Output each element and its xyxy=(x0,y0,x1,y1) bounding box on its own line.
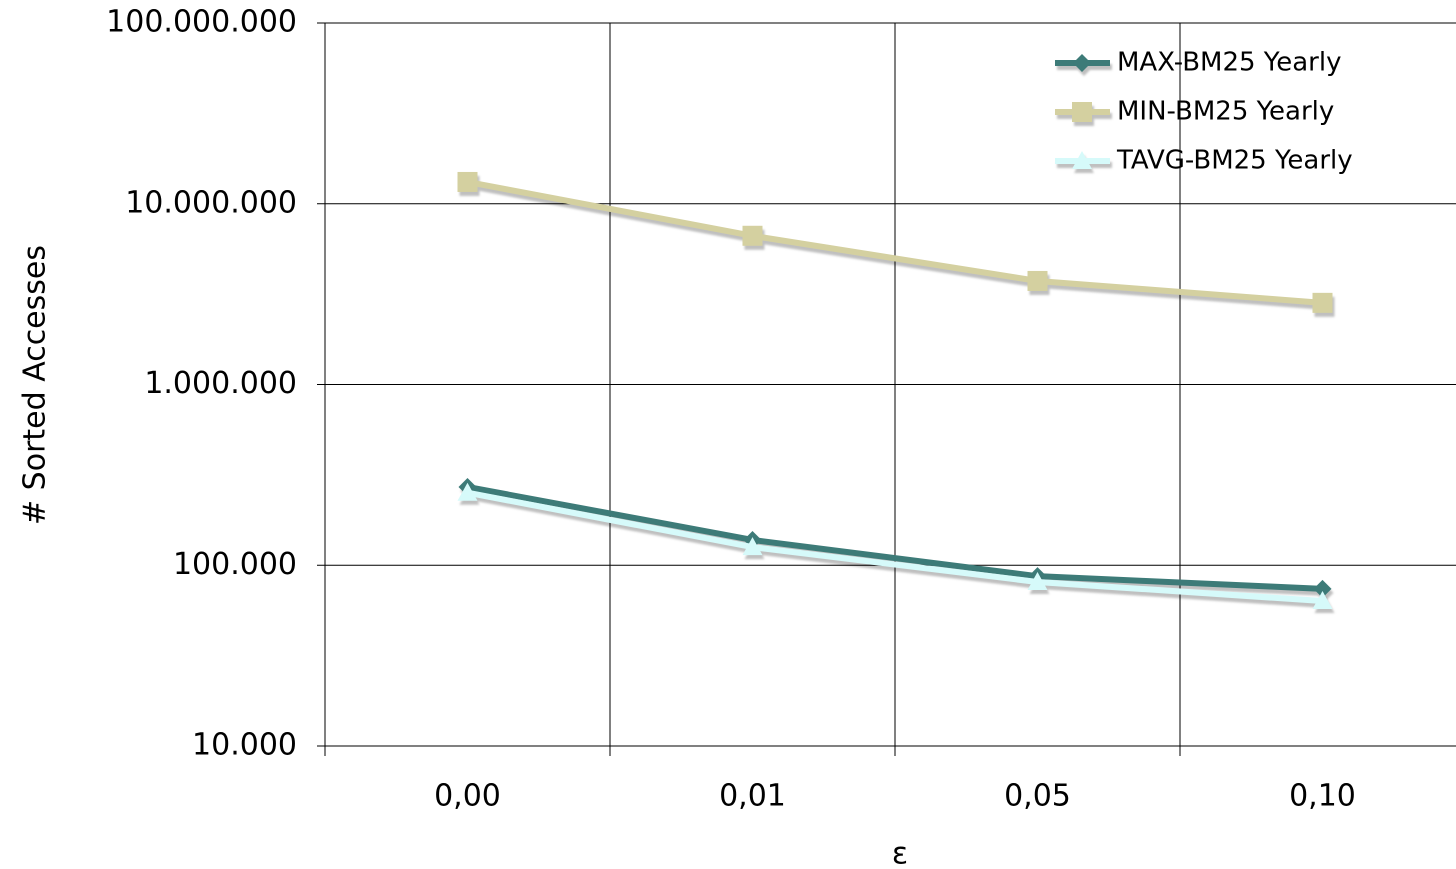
legend-item xyxy=(1055,102,1110,122)
y-axis-title: # Sorted Accesses xyxy=(18,245,53,525)
marker xyxy=(1313,293,1333,313)
x-tick-label: 0,01 xyxy=(719,779,786,814)
y-tick-label: 100.000 xyxy=(173,547,297,582)
y-tick-label: 100.000.000 xyxy=(106,5,297,40)
legend-item xyxy=(1055,151,1110,169)
legend-marker xyxy=(1072,102,1092,122)
marker xyxy=(458,172,478,192)
legend-label: MIN-BM25 Yearly xyxy=(1117,97,1334,127)
x-tick-label: 0,10 xyxy=(1289,779,1356,814)
legend-label: MAX-BM25 Yearly xyxy=(1117,48,1341,78)
legend-marker xyxy=(1073,54,1091,72)
y-tick-label: 1.000.000 xyxy=(144,366,297,401)
legend-label: TAVG-BM25 Yearly xyxy=(1116,146,1353,176)
marker xyxy=(743,226,763,246)
y-tick-label: 10.000.000 xyxy=(125,185,297,220)
x-tick-label: 0,05 xyxy=(1004,779,1071,814)
x-tick-label: 0,00 xyxy=(434,779,501,814)
chart: ε # Sorted Accesses 10.000 100.000 1.000.0… xyxy=(0,0,1456,869)
x-axis-title: ε xyxy=(892,837,908,869)
marker xyxy=(1028,271,1048,291)
page: ε # Sorted Accesses 10.000 100.000 1.000.0… xyxy=(0,0,1456,869)
y-tick-label: 10.000 xyxy=(192,728,297,763)
legend-item xyxy=(1055,54,1110,72)
